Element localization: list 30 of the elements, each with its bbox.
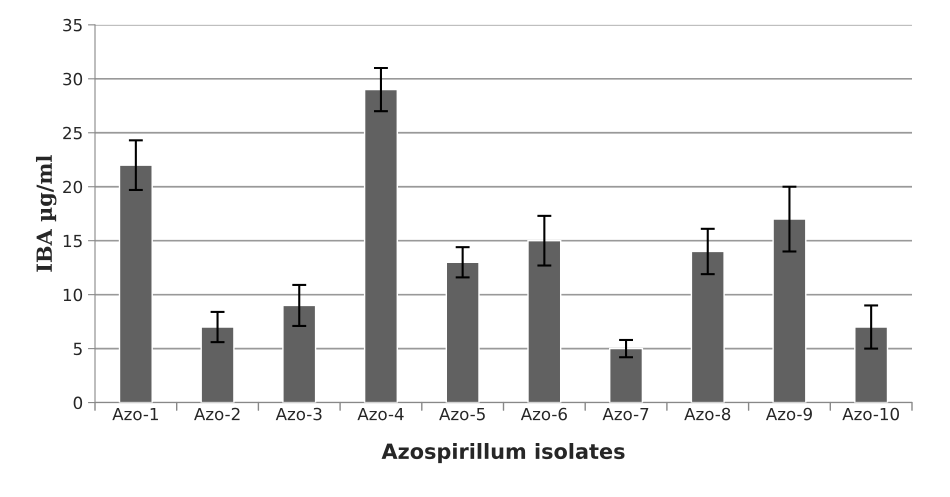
bar bbox=[854, 326, 888, 403]
x-tick-label: Azo-9 bbox=[766, 408, 812, 420]
x-tick-label: Azo-4 bbox=[357, 408, 404, 420]
bar bbox=[772, 218, 806, 403]
x-tick-label: Azo-6 bbox=[520, 408, 567, 420]
x-axis-title: Azospirillum isolates bbox=[382, 443, 625, 464]
x-tick-label: Azo-2 bbox=[194, 408, 240, 420]
bar bbox=[690, 250, 725, 403]
bar bbox=[282, 304, 316, 403]
bar bbox=[200, 326, 235, 403]
bar bbox=[609, 348, 644, 403]
y-tick-label: 35 bbox=[63, 18, 82, 32]
y-tick-label: 10 bbox=[64, 288, 82, 302]
bar bbox=[527, 240, 562, 403]
y-tick-label: 5 bbox=[74, 342, 82, 356]
y-tick-label: 0 bbox=[74, 396, 82, 410]
y-tick-label: 15 bbox=[64, 234, 82, 248]
bar bbox=[364, 88, 398, 403]
x-tick-label: Azo-10 bbox=[842, 408, 899, 420]
y-axis-title: IBA µg/ml bbox=[36, 155, 56, 272]
y-tick-label: 30 bbox=[63, 72, 82, 86]
bar bbox=[118, 164, 153, 403]
x-tick-label: Azo-5 bbox=[439, 408, 485, 420]
x-tick-label: Azo-3 bbox=[276, 408, 322, 420]
y-tick-label: 25 bbox=[63, 126, 82, 140]
x-tick-label: Azo-8 bbox=[684, 408, 730, 420]
x-tick-label: Azo-7 bbox=[602, 408, 648, 420]
x-tick-label: Azo-1 bbox=[112, 408, 158, 420]
bar bbox=[446, 262, 480, 403]
y-tick-label: 20 bbox=[63, 180, 82, 194]
